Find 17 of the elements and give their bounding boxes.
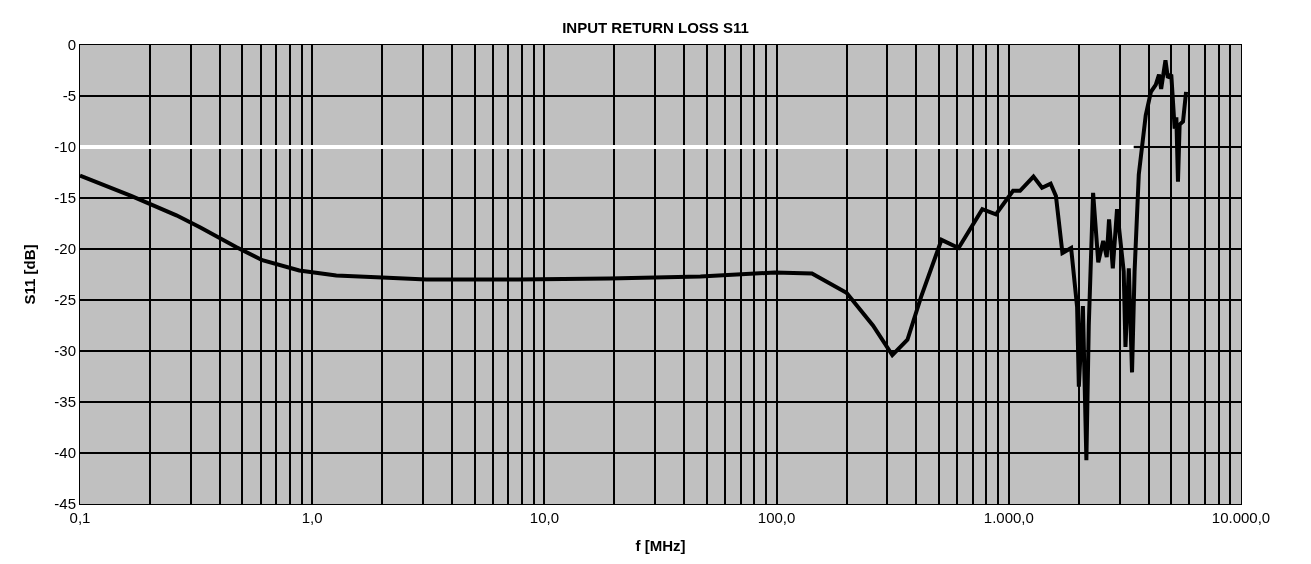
x-axis-title: f [MHz] (635, 537, 686, 554)
x-tick-label: 10,0 (529, 509, 559, 526)
y-tick-label: -5 (62, 87, 76, 105)
x-tick-label: 1,0 (301, 509, 323, 526)
x-tick-label: 10.000,0 (1211, 509, 1271, 526)
x-tick-label: 1.000,0 (983, 509, 1034, 526)
y-tick-label: -15 (54, 189, 76, 207)
y-tick-label: -10 (54, 138, 76, 156)
y-tick-label: -20 (54, 240, 76, 258)
y-tick-label: -35 (54, 393, 76, 411)
y-axis-title: S11 [dB] (20, 244, 38, 305)
y-tick-label: -25 (54, 291, 76, 309)
x-tick-label: 100,0 (757, 509, 796, 526)
y-tick-label: -40 (54, 444, 76, 462)
y-tick-label: 0 (67, 36, 76, 54)
chart-title: INPUT RETURN LOSS S11 (562, 19, 749, 37)
y-tick-label: -30 (54, 342, 76, 360)
